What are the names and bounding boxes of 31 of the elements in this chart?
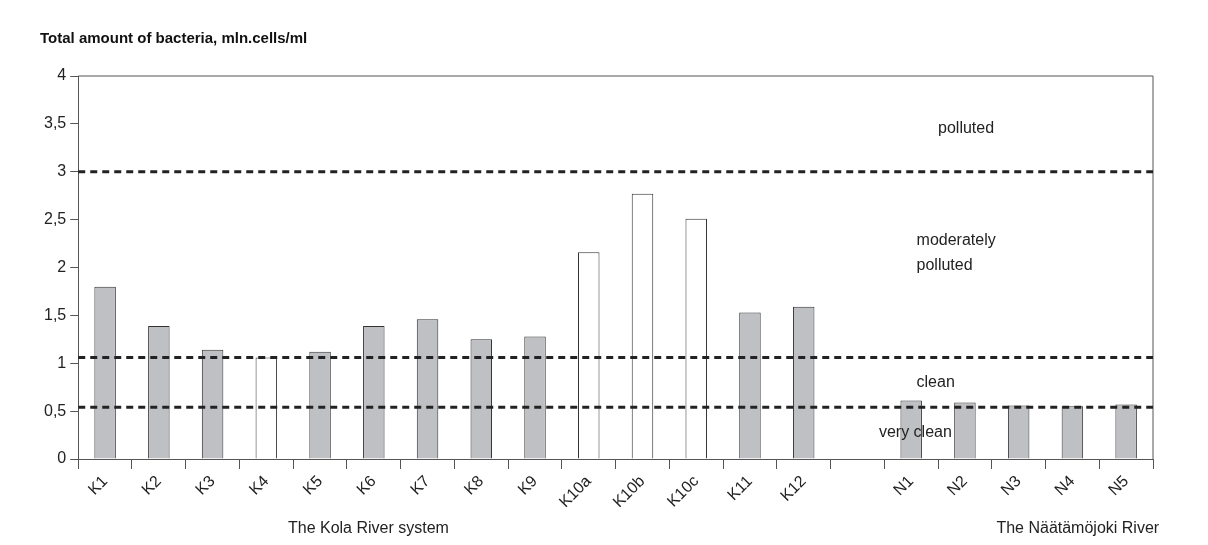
x-tick-label: K6 — [353, 471, 380, 498]
x-tick-label: K8 — [460, 471, 487, 498]
y-tick-label: 3 — [57, 162, 67, 180]
x-tick-label: K3 — [191, 471, 218, 498]
y-tick-label: 4 — [57, 66, 67, 84]
x-tick-label: K4 — [245, 471, 272, 498]
x-tick-label: K11 — [723, 471, 756, 504]
chart-title: Total amount of bacteria, mln.cells/ml — [40, 29, 308, 47]
annotation: polluted — [938, 119, 995, 137]
x-tick-label: K5 — [299, 471, 326, 498]
x-tick-label: K12 — [776, 471, 810, 505]
x-tick-label: N4 — [1051, 471, 1078, 499]
x-tick-label: K7 — [406, 471, 433, 498]
x-tick-label: K2 — [138, 471, 165, 498]
annotation: moderately polluted — [916, 231, 996, 274]
x-tick-label: N5 — [1104, 471, 1132, 499]
x-tick-label: K9 — [514, 471, 541, 498]
y-tick-label: 3,5 — [43, 114, 67, 132]
y-tick-label: 0,5 — [43, 401, 67, 419]
x-tick-label: K1 — [84, 471, 111, 498]
annotation: clean — [916, 372, 955, 390]
x-tick-label: N2 — [943, 471, 971, 499]
x-tick-label: N3 — [997, 471, 1024, 499]
y-tick-label: 2,5 — [43, 210, 67, 228]
y-tick-label: 2 — [57, 257, 67, 275]
text: The Näätämöjoki River — [996, 519, 1160, 537]
y-tick-label: 1,5 — [43, 305, 67, 323]
y-tick-label: 0 — [57, 449, 67, 467]
y-tick-label: 1 — [57, 353, 67, 371]
x-tick-label: N1 — [889, 471, 917, 499]
text: The Kola River system — [287, 519, 449, 537]
